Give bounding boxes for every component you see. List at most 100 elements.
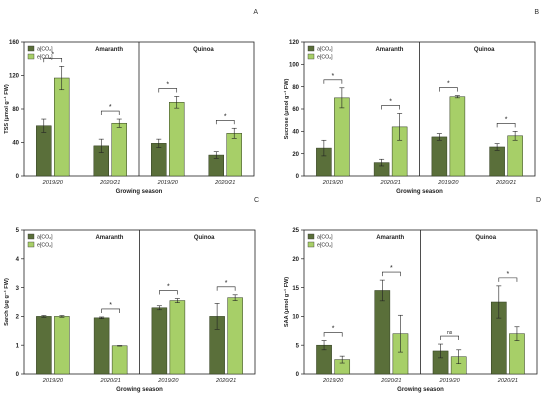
legend-swatch: [27, 53, 35, 60]
significance-marker: *: [166, 81, 169, 88]
category-label: 2020/21: [215, 378, 236, 384]
panel-label: C: [254, 197, 259, 204]
significance-bracket: [215, 119, 235, 125]
significance-marker: *: [389, 98, 392, 105]
y-tick-label: 2: [16, 315, 20, 321]
bar: [226, 133, 242, 177]
significance-marker: ns: [447, 330, 453, 336]
y-tick-label: 120: [9, 74, 20, 80]
x-axis-label: Growing season: [396, 189, 443, 195]
significance-marker: *: [51, 51, 54, 58]
x-axis-label: Growing season: [116, 387, 163, 393]
y-tick-label: 1: [16, 343, 20, 349]
y-axis-label: Sucrose (μmol g⁻¹ FW): [283, 78, 290, 139]
legend-entry: e[CO₂]: [37, 243, 53, 249]
significance-bracket: [440, 335, 459, 341]
significance-marker: *: [332, 326, 335, 333]
y-axis-label: TSS (μmol g⁻¹ FW): [3, 84, 10, 134]
category-label: 2020/21: [99, 180, 120, 186]
bar: [93, 317, 110, 375]
y-tick-label: 80: [292, 85, 299, 91]
y-tick-label: 80: [12, 107, 19, 113]
y-tick-label: 160: [9, 40, 20, 46]
y-tick-label: 10: [292, 315, 299, 321]
significance-bracket: [498, 277, 518, 282]
significance-bracket: [323, 79, 343, 84]
legend-swatch: [307, 45, 315, 52]
category-label: 2019/20: [322, 180, 344, 186]
legend-entry: a[CO₂]: [317, 47, 333, 53]
significance-bracket: [100, 110, 120, 116]
y-tick-label: 120: [289, 40, 300, 46]
y-tick-label: 4: [16, 257, 20, 263]
y-tick-label: 0: [16, 372, 20, 378]
panel-label: A: [253, 9, 258, 16]
legend-entry: e[CO₂]: [37, 55, 53, 61]
bar: [151, 143, 167, 177]
panel-b: B 0 20 40 60 80 100 120 Sucrose (μmol g⁻¹ FW) Gro…: [283, 9, 539, 195]
bar: [489, 146, 505, 177]
y-tick-label: 15: [292, 286, 299, 292]
bar: [111, 122, 127, 177]
y-tick-label: 100: [289, 63, 300, 69]
category-label: 2019/20: [42, 378, 64, 384]
panel-a: A 0 40 80 120 160 TSS (μmol g⁻¹ FW) Growing sea…: [3, 9, 258, 195]
significance-bracket: [159, 290, 178, 295]
significance-bracket: [158, 88, 178, 93]
bar: [36, 125, 52, 177]
category-label: 2020/21: [495, 180, 516, 186]
category-label: 2020/21: [380, 378, 401, 384]
panel-label: B: [534, 9, 539, 16]
significance-marker: *: [167, 284, 170, 291]
bar: [169, 300, 186, 375]
significance-bracket: [43, 57, 63, 63]
significance-marker: *: [109, 302, 112, 309]
bar: [54, 77, 70, 177]
significance-bracket: [439, 87, 458, 92]
x-axis-label: Growing season: [116, 189, 163, 195]
category-label: 2019/20: [439, 378, 461, 384]
significance-marker: *: [447, 81, 450, 88]
significance-bracket: [382, 271, 401, 277]
bar: [54, 316, 70, 375]
panel-label: D: [536, 197, 541, 204]
significance-bracket: [496, 123, 516, 128]
bar: [169, 102, 185, 177]
y-tick-label: 3: [16, 286, 20, 292]
category-label: 2019/20: [157, 180, 179, 186]
bar: [374, 290, 391, 375]
significance-marker: *: [390, 265, 393, 272]
y-tick-label: 5: [296, 343, 300, 349]
bar: [151, 307, 168, 375]
y-tick-label: 25: [292, 228, 299, 234]
significance-marker: *: [507, 271, 510, 278]
y-tick-label: 0: [296, 174, 300, 180]
group-label: Amaranth: [95, 235, 123, 241]
y-tick-label: 40: [292, 130, 299, 136]
bar: [36, 316, 52, 375]
legend-entry: e[CO₂]: [317, 55, 333, 61]
category-label: 2020/21: [380, 180, 401, 186]
legend-entry: a[CO₂]: [317, 235, 333, 241]
legend-swatch: [307, 241, 315, 248]
group-label: Quinoa: [194, 235, 215, 241]
group-label: Quinoa: [193, 47, 214, 53]
x-axis-label: Growing season: [397, 387, 444, 393]
significance-marker: *: [109, 104, 112, 111]
legend-swatch: [307, 53, 315, 60]
y-tick-label: 20: [292, 257, 299, 263]
panel-c: C 0 1 2 3 4 5 Sarch (μg g⁻¹ FW) Growing season Am…: [3, 197, 259, 393]
bar: [334, 97, 350, 177]
significance-marker: *: [224, 113, 227, 120]
significance-bracket: [323, 332, 343, 337]
bar: [227, 297, 243, 375]
category-label: 2019/20: [322, 378, 344, 384]
bar: [431, 136, 448, 177]
category-label: 2020/21: [214, 180, 235, 186]
significance-marker: *: [505, 116, 508, 123]
category-label: 2019/20: [157, 378, 179, 384]
group-label: Amaranth: [376, 235, 404, 241]
y-axis-label: SAA (μmol g⁻¹ FW): [283, 277, 290, 327]
category-label: 2020/21: [497, 378, 518, 384]
